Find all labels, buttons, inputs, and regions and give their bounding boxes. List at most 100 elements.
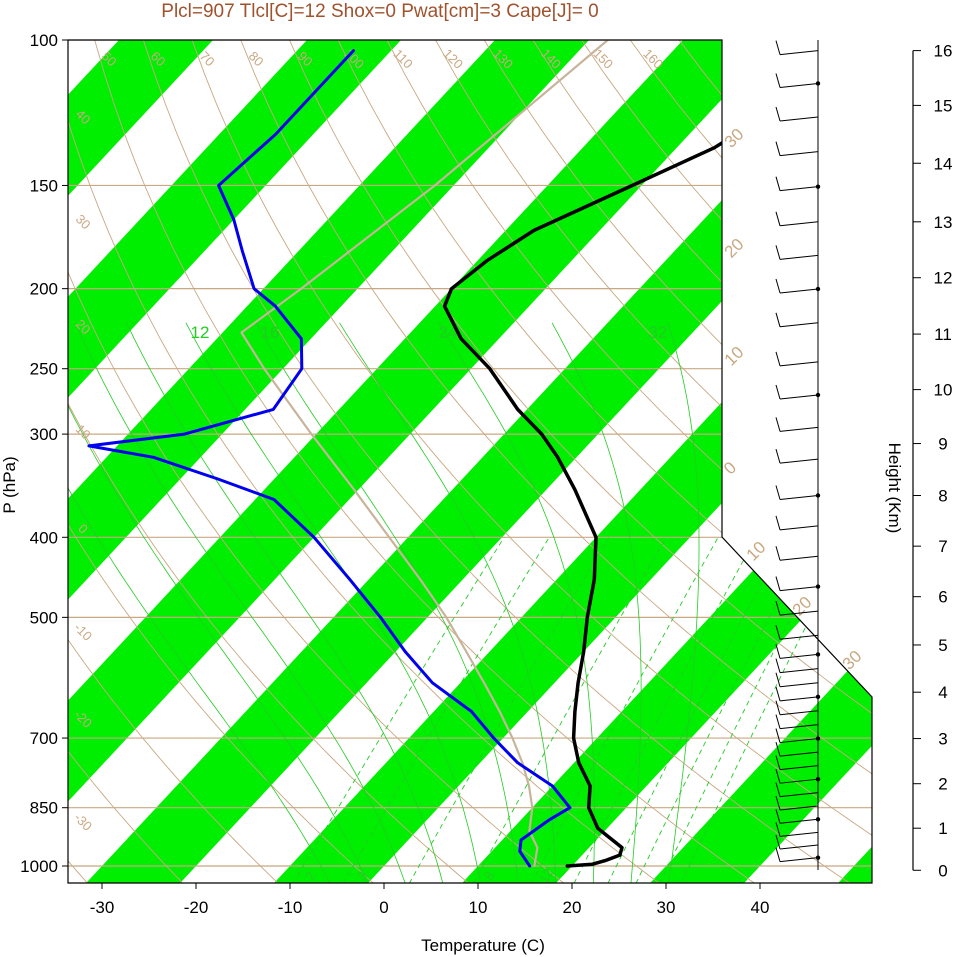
wind-barb-flag <box>775 384 781 400</box>
p-tick-label: 1000 <box>20 857 58 876</box>
dry-adiabat <box>191 40 872 883</box>
p-tick-label: 100 <box>30 31 58 50</box>
wind-barb-shaft <box>779 818 819 824</box>
mixing-top-label: 12 <box>191 323 210 342</box>
wind-barb-shaft <box>779 668 819 674</box>
dry-adiabat <box>68 40 279 883</box>
wind-barb-flag <box>775 686 781 701</box>
wind-barb-shaft <box>779 394 819 400</box>
moist-adiabat <box>126 322 444 883</box>
wind-barb-flag <box>775 245 781 260</box>
dry-adiabat-label: -10 <box>71 620 95 644</box>
height-tick-label: 8 <box>938 486 947 505</box>
wind-barb-flag <box>775 782 781 797</box>
mixing-ratio-lines <box>68 322 852 883</box>
green-band <box>68 40 402 883</box>
wind-barb-flag <box>775 448 781 464</box>
x-tick-label: 40 <box>751 898 770 917</box>
height-tick-label: 13 <box>934 213 953 232</box>
wind-barb-flag <box>775 576 781 591</box>
wind-barb-shaft <box>779 696 819 702</box>
plot-frame <box>67 39 873 884</box>
x-tick-label: 10 <box>469 898 488 917</box>
wind-barb-shaft <box>779 710 819 716</box>
wind-barb-shaft <box>779 738 819 744</box>
x-tick-label: 30 <box>657 898 676 917</box>
wind-barb-flag <box>775 847 781 862</box>
wind-barb-shaft <box>779 555 819 561</box>
wind-barb-shaft <box>779 653 819 659</box>
wind-barb-shaft <box>779 724 819 730</box>
height-tick-label: 16 <box>934 42 953 61</box>
wind-barb-shaft <box>779 186 819 192</box>
mixing-top-label: 32 <box>649 323 668 342</box>
x-tick-label: 0 <box>379 898 388 917</box>
wind-barb-shaft <box>779 50 819 56</box>
mixing-ratio-line <box>408 537 610 883</box>
right-edge-label: 30 <box>839 647 866 674</box>
plot-area: 50 60 70 80 90 100 110 120 130 140 150 160403020100… <box>68 40 872 883</box>
wind-barb-flag <box>775 658 781 673</box>
height-tick-label: 14 <box>934 154 953 173</box>
height-tick-label: 3 <box>938 730 947 749</box>
dry-adiabat <box>337 40 872 883</box>
right-edge-label: 20 <box>721 235 748 262</box>
wind-dot <box>815 392 821 398</box>
wind-barb-flag <box>775 714 781 729</box>
mixing-ratio-line <box>607 537 787 883</box>
wind-barb-flag <box>775 644 781 659</box>
wind-barb-flag <box>775 73 781 88</box>
wind-barb-shaft <box>779 805 819 811</box>
wind-barb-flag <box>775 625 781 640</box>
mixing-ratio-line <box>342 537 550 883</box>
wind-barb-shaft <box>779 288 819 294</box>
wind-barb-shaft <box>779 221 819 227</box>
dry-adiabat <box>435 40 872 883</box>
height-tick-label: 12 <box>934 269 953 288</box>
wind-barb-shaft <box>779 458 819 464</box>
dry-adiabat <box>68 40 470 883</box>
dry-adiabat <box>386 40 872 883</box>
moist-adiabat <box>339 322 557 883</box>
wind-barb-flag <box>775 795 781 811</box>
moist-adiabat <box>185 322 481 883</box>
right-edge-label: 10 <box>721 343 748 370</box>
wind-barb-flag <box>775 417 781 432</box>
p-tick-label: 250 <box>30 360 58 379</box>
wind-barb-flag <box>775 211 781 226</box>
dry-adiabat <box>68 40 184 883</box>
x-tick-label: -30 <box>90 898 115 917</box>
height-tick-label: 10 <box>934 381 953 400</box>
wind-barb-flag <box>775 278 781 294</box>
p-tick-label: 150 <box>30 176 58 195</box>
moist-adiabat <box>68 322 369 883</box>
isotherm-label: 150 <box>590 46 616 72</box>
x-tick-label: -10 <box>278 898 303 917</box>
height-tick-label: 1 <box>938 819 947 838</box>
wind-barb-flag <box>775 546 781 561</box>
x-axis-title: Temperature (C) <box>421 936 545 955</box>
dewpoint-line <box>87 49 572 868</box>
wind-barb-flag <box>775 312 781 327</box>
wind-barb-shaft <box>779 151 819 157</box>
wind-dot <box>815 286 821 292</box>
x-tick-label: 20 <box>563 898 582 917</box>
x-tick-label: -20 <box>184 898 209 917</box>
height-tick-label: 6 <box>938 588 947 607</box>
dry-adiabat-label: 10 <box>73 421 94 442</box>
wind-barb-shaft <box>779 116 819 122</box>
wind-barb-shaft <box>779 765 819 771</box>
wind-barb-flag <box>775 834 781 850</box>
moist-adiabat <box>255 322 519 883</box>
dry-adiabat-label: -30 <box>71 810 95 834</box>
temperature-axis: -30 -20 -10 0 10 20 30 40 <box>90 883 770 917</box>
wind-barb-flag <box>775 755 781 770</box>
moist-adiabat <box>667 322 700 883</box>
wind-barb-flag <box>775 769 781 784</box>
wind-barb-flag <box>775 672 781 687</box>
green-band <box>68 40 590 883</box>
right-edge-label: 10 <box>743 538 770 565</box>
wind-barb-shaft <box>779 426 819 432</box>
